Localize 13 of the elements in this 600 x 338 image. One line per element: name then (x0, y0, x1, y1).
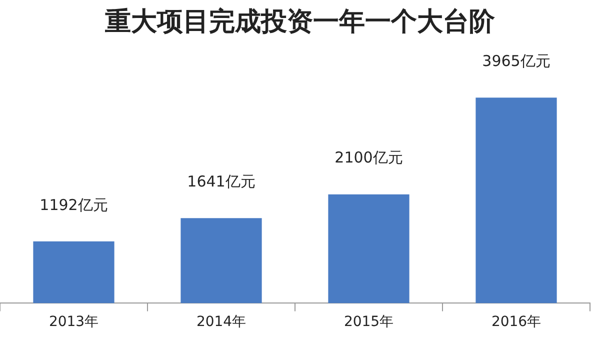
bar (33, 241, 114, 304)
data-label: 3965亿元 (482, 52, 550, 70)
chart-title: 重大项目完成投资一年一个大台阶 (104, 6, 496, 39)
x-tick-label: 2015年 (344, 314, 394, 330)
bar (328, 194, 410, 304)
x-tick-label: 2013年 (48, 314, 99, 330)
data-label: 1192亿元 (40, 196, 108, 214)
x-tick-label: 2014年 (196, 314, 246, 330)
x-tick-label: 2016年 (491, 314, 542, 330)
data-label: 1641亿元 (187, 172, 256, 191)
bar (476, 98, 557, 304)
data-label: 2100亿元 (334, 148, 403, 167)
bar (180, 218, 262, 304)
